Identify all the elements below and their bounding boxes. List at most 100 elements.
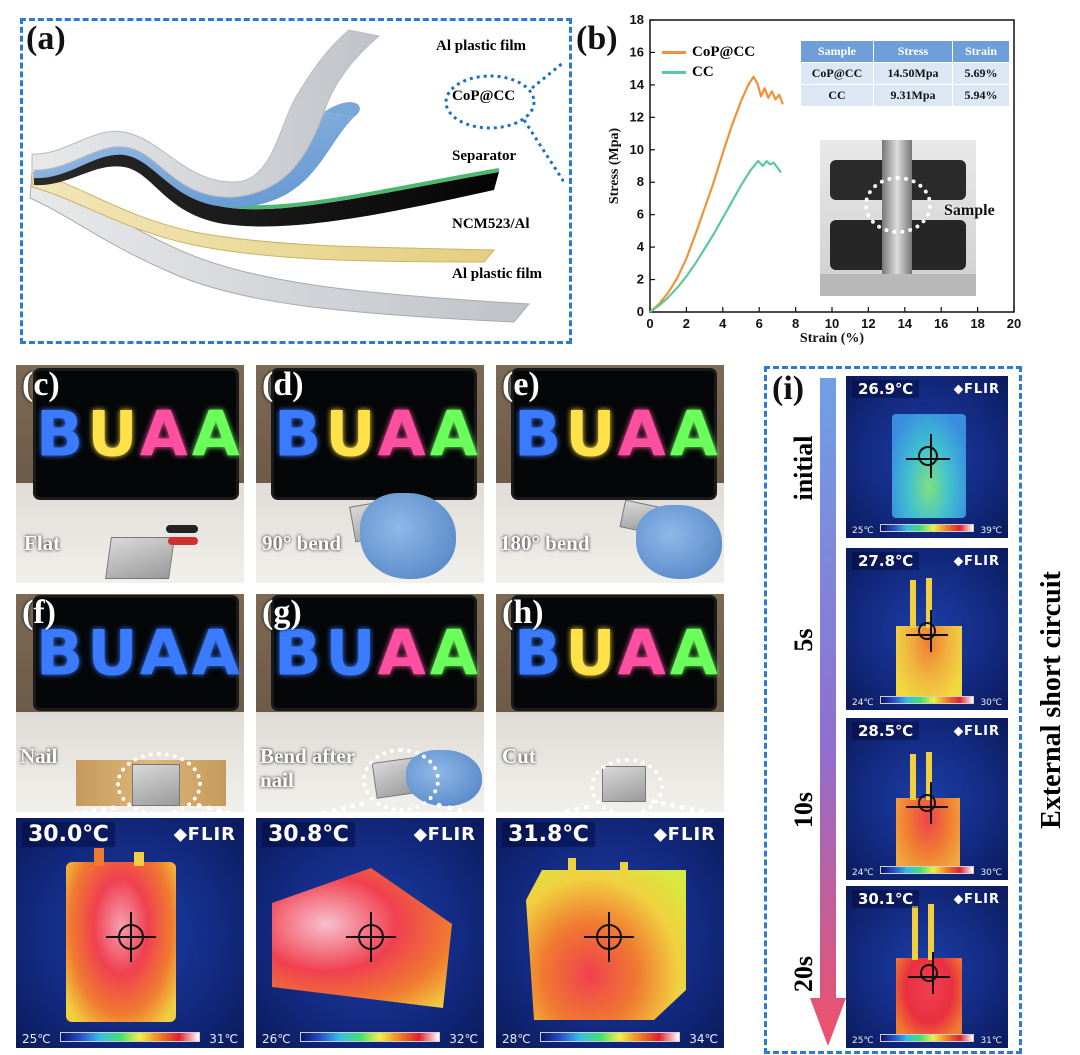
temperature-readout: 28.5℃ — [852, 722, 920, 740]
thermal-image-initial: 26.9℃ ⬥FLIR 25℃ 39℃ — [846, 376, 1008, 538]
color-scale-bar — [880, 696, 974, 704]
table-cell: CC — [800, 84, 874, 107]
thermal-tab — [620, 862, 628, 876]
temperature-readout: 27.8℃ — [852, 552, 920, 570]
thermal-image-cut: 31.8℃ ⬥FLIR 28℃ 34℃ — [496, 818, 724, 1048]
sample-highlight-circle — [864, 176, 932, 234]
flir-brand-text: FLIR — [963, 892, 1000, 907]
thermal-tab — [94, 848, 104, 866]
table-header: Strain — [952, 40, 1010, 63]
x-tick-label: 4 — [719, 316, 727, 331]
y-axis-label: Stress (Mpa) — [607, 127, 622, 204]
panel-a-frame — [20, 18, 572, 344]
led-screen: BUAA — [514, 598, 722, 708]
table-cell: 5.69% — [952, 62, 1010, 85]
scale-high: 31℃ — [980, 1036, 1002, 1046]
thermal-tab — [912, 906, 918, 960]
color-scale-bar — [880, 866, 974, 874]
crosshair — [906, 782, 948, 824]
scale-low: 25℃ — [852, 1036, 874, 1046]
thermal-image-5s: 27.8℃ ⬥FLIR 24℃ 30℃ — [846, 548, 1008, 710]
y-tick-label: 14 — [630, 77, 645, 92]
scale-low: 28℃ — [502, 1032, 531, 1046]
layer-label-ncm523-al: NCM523/Al — [452, 216, 530, 232]
scale-high: 31℃ — [209, 1032, 238, 1046]
y-tick-label: 4 — [637, 239, 645, 254]
flir-brand-text: FLIR — [667, 824, 716, 845]
scale-high: 32℃ — [449, 1032, 478, 1046]
x-tick-label: 20 — [1007, 316, 1021, 331]
series-line-cc — [649, 159, 782, 313]
panel-f-label: (f) — [22, 594, 56, 631]
led-screen: BUAA — [36, 598, 240, 708]
scale-low: 24℃ — [852, 868, 874, 878]
flir-brand-text: FLIR — [963, 724, 1000, 739]
black-clip — [166, 525, 198, 533]
crosshair — [584, 912, 634, 962]
led-buaa-text: BUAA — [274, 616, 482, 690]
thermal-image-20s: 30.1℃ ⬥FLIR 25℃ 31℃ — [846, 886, 1008, 1048]
scale-high: 30℃ — [980, 698, 1002, 708]
layer-label-separator: Separator — [452, 148, 517, 164]
legend-item-cop-cc: CoP@CC — [662, 42, 755, 62]
photo-f-nail: BUAA Nail — [16, 594, 244, 812]
y-tick-label: 0 — [637, 304, 644, 319]
led-buaa-text: BUAA — [514, 616, 722, 690]
y-tick-label: 10 — [630, 142, 644, 157]
x-tick-label: 14 — [898, 316, 913, 331]
crosshair — [906, 434, 950, 478]
external-short-circuit-title: External short circuit — [1036, 571, 1067, 829]
flir-diamond-icon: ⬥ — [414, 824, 428, 845]
scale-high: 39℃ — [980, 526, 1002, 536]
table-cell: CoP@CC — [800, 62, 874, 85]
time-label-10s: 10s — [789, 791, 818, 829]
panel-a-label: (a) — [26, 20, 66, 57]
legend-label-cc: CC — [692, 63, 714, 80]
tensile-tester-photo — [820, 140, 976, 296]
temperature-readout: 30.8℃ — [262, 822, 355, 847]
highlight-circle — [362, 748, 440, 812]
photo-caption: Cut — [502, 744, 536, 768]
flir-logo: ⬥FLIR — [954, 892, 1000, 907]
thermal-tab — [910, 580, 916, 628]
layer-label-al-film-top: Al plastic film — [436, 38, 526, 54]
legend: CoP@CC CC — [662, 42, 755, 82]
flir-logo: ⬥FLIR — [954, 382, 1000, 397]
panel-i-label: (i) — [772, 370, 805, 407]
time-label-5s: 5s — [789, 628, 818, 652]
y-tick-label: 6 — [637, 207, 644, 222]
thermal-tab — [928, 904, 934, 960]
x-tick-label: 18 — [970, 316, 984, 331]
layer-label-al-film-bottom: Al plastic film — [452, 266, 542, 282]
highlight-circle — [116, 752, 202, 812]
x-tick-label: 8 — [792, 316, 799, 331]
thermal-image-10s: 28.5℃ ⬥FLIR 24℃ 30℃ — [846, 718, 1008, 880]
scale-low: 25℃ — [852, 526, 874, 536]
x-tick-label: 10 — [825, 316, 839, 331]
photo-caption: 180° bend — [500, 531, 590, 555]
temperature-readout: 30.1℃ — [852, 890, 920, 908]
panel-b-label: (b) — [576, 20, 618, 57]
photo-caption: Flat — [24, 531, 61, 555]
scale-high: 34℃ — [689, 1032, 718, 1046]
crosshair — [346, 912, 396, 962]
flir-diamond-icon: ⬥ — [953, 554, 964, 569]
led-screen: BUAA — [514, 371, 718, 497]
glove-hand — [360, 493, 456, 579]
photo-c-flat: BUAA Flat — [16, 365, 244, 583]
flir-brand-text: FLIR — [427, 824, 476, 845]
panel-c-label: (c) — [22, 366, 60, 403]
color-scale-bar — [300, 1032, 440, 1042]
legend-swatch-cop-cc — [662, 50, 686, 54]
color-scale-bar — [60, 1032, 200, 1042]
crosshair — [908, 952, 950, 994]
scale-low: 24℃ — [852, 698, 874, 708]
y-tick-label: 18 — [630, 12, 644, 27]
led-screen: BUAA — [274, 598, 482, 708]
series-line-cop-cc — [649, 75, 784, 313]
flir-logo: ⬥FLIR — [954, 724, 1000, 739]
stress-strain-chart: 0 2 4 6 8 10 12 14 16 18 20 0 2 4 6 8 10 12 14 16 18 Strain (… — [607, 12, 1021, 346]
flir-brand-text: FLIR — [963, 382, 1000, 397]
photo-g-bend-after-nail: BUAA Bend after nail — [256, 594, 484, 812]
flir-diamond-icon: ⬥ — [953, 724, 964, 739]
